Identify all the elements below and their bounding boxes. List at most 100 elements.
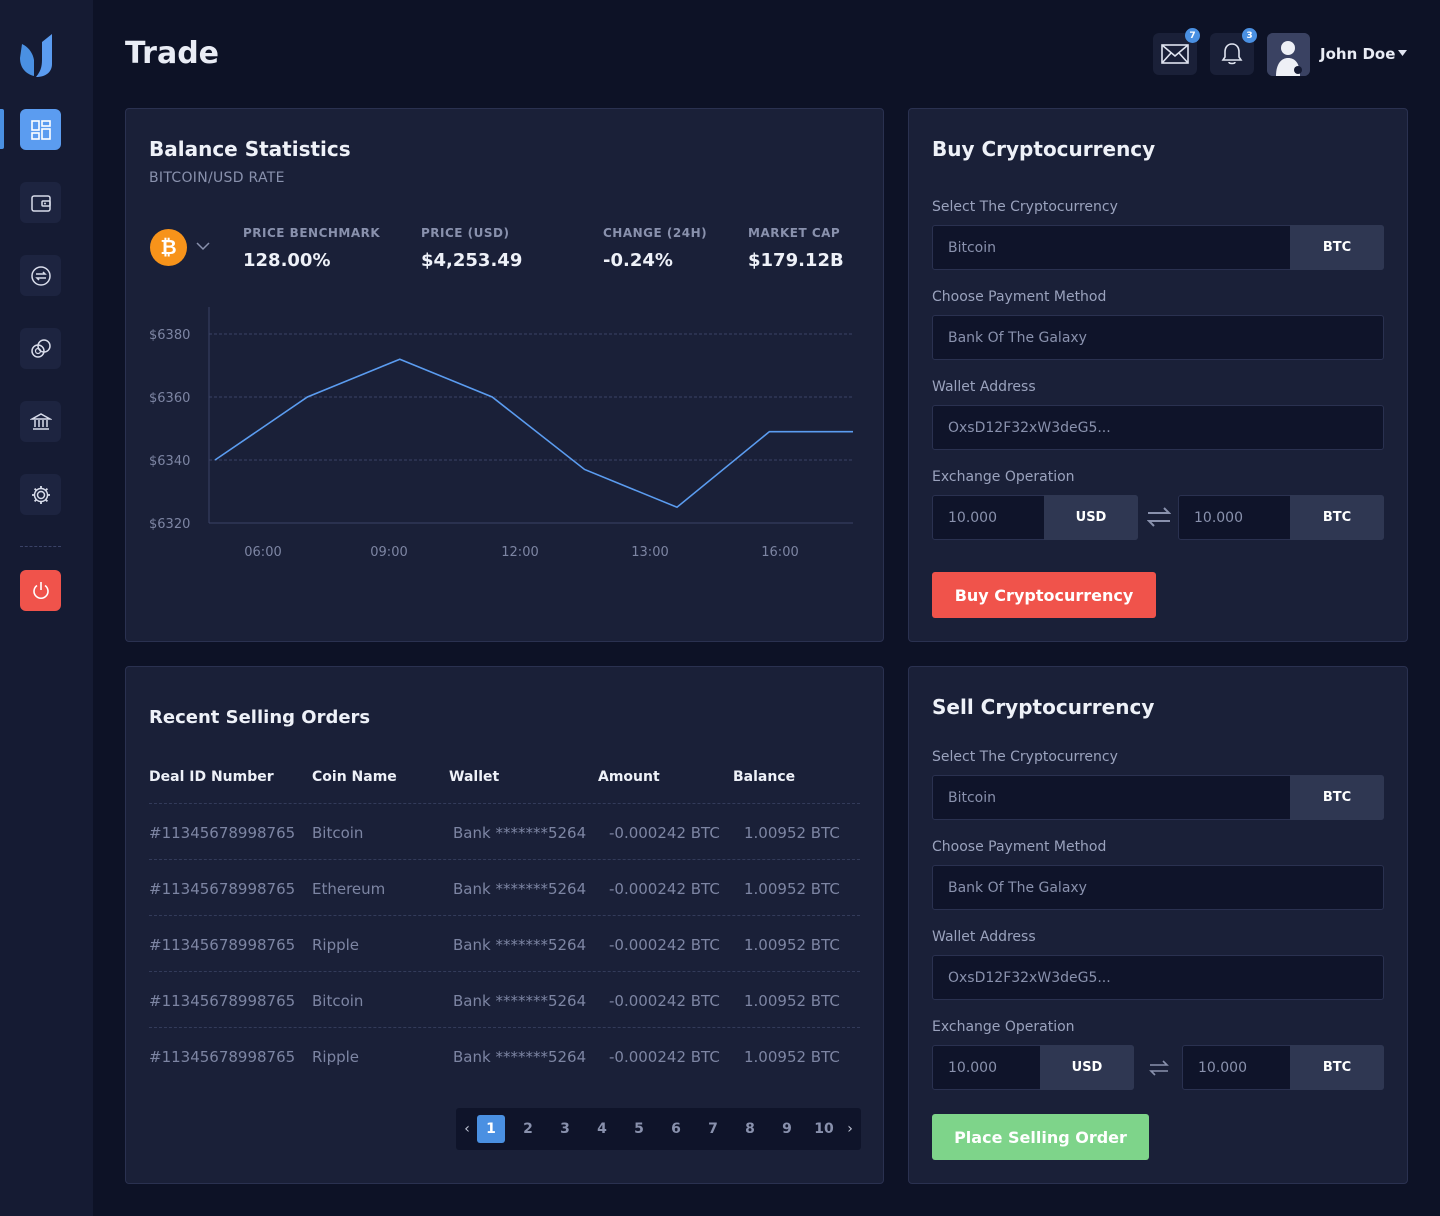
page-3[interactable]: 3 xyxy=(560,1121,570,1137)
page-title: Trade xyxy=(125,36,220,71)
wallet: Bank *******5264 xyxy=(453,824,587,842)
sell-payment-select[interactable]: Bank Of The Galaxy xyxy=(932,865,1384,910)
column-header: Balance xyxy=(733,769,796,785)
buy-wallet-input[interactable]: OxsD12F32xW3deG5... xyxy=(932,405,1384,450)
mail-button[interactable]: 7 xyxy=(1153,28,1200,75)
sidebar xyxy=(0,0,93,1216)
swap-arrows-icon[interactable] xyxy=(1149,1059,1169,1077)
sell-to-code: BTC xyxy=(1290,1045,1384,1090)
sidebar-item-dashboard[interactable] xyxy=(20,109,61,150)
x-tick-label: 09:00 xyxy=(370,545,407,560)
buy-panel: Buy Cryptocurrency Select The Cryptocurr… xyxy=(908,108,1408,642)
wallet: Bank *******5264 xyxy=(453,936,587,954)
orders-title: Recent Selling Orders xyxy=(149,707,371,728)
sell-crypto-code: BTC xyxy=(1290,775,1384,820)
sell-from-amount: 10.000 xyxy=(948,1059,997,1076)
page-10[interactable]: 10 xyxy=(814,1121,834,1137)
x-tick-label: 06:00 xyxy=(244,545,281,560)
wallet-icon xyxy=(30,194,51,212)
power-icon xyxy=(32,581,49,599)
table-row[interactable]: #11345678998765 Ripple Bank *******5264 … xyxy=(149,915,860,971)
table-row[interactable]: #11345678998765 Ethereum Bank *******526… xyxy=(149,859,860,915)
buy-wallet-label: Wallet Address xyxy=(932,379,1036,395)
sidebar-item-wallet[interactable] xyxy=(20,182,61,223)
user-name[interactable]: John Doe xyxy=(1320,45,1396,63)
sell-crypto-label: Select The Cryptocurrency xyxy=(932,749,1118,765)
balance: 1.00952 BTC xyxy=(744,824,840,842)
notifications-button[interactable]: 3 xyxy=(1210,28,1257,75)
mail-badge: 7 xyxy=(1185,28,1200,43)
page-9[interactable]: 9 xyxy=(782,1121,792,1137)
price-series-line xyxy=(214,358,853,509)
buy-to-code: BTC xyxy=(1290,495,1384,540)
page-1[interactable]: 1 xyxy=(477,1115,505,1143)
page-4[interactable]: 4 xyxy=(597,1121,607,1137)
chevron-down-icon[interactable] xyxy=(1398,50,1407,56)
sell-exchange-label: Exchange Operation xyxy=(932,1019,1075,1035)
buy-exchange-label: Exchange Operation xyxy=(932,469,1075,485)
stat-value: -0.24% xyxy=(603,250,673,271)
buy-payment-label: Choose Payment Method xyxy=(932,289,1107,305)
page-7[interactable]: 7 xyxy=(708,1121,718,1137)
avatar[interactable] xyxy=(1267,33,1310,76)
deal-id: #11345678998765 xyxy=(149,824,296,842)
table-row[interactable]: #11345678998765 Bitcoin Bank *******5264… xyxy=(149,971,860,1027)
sidebar-item-exchange[interactable] xyxy=(20,255,61,296)
logo-icon[interactable] xyxy=(18,30,56,78)
x-tick-label: 12:00 xyxy=(501,545,538,560)
page-5[interactable]: 5 xyxy=(634,1121,644,1137)
buy-wallet-value: OxsD12F32xW3deG5... xyxy=(948,419,1111,436)
balance-title: Balance Statistics xyxy=(149,137,351,161)
sidebar-item-bank[interactable] xyxy=(20,401,61,442)
sidebar-item-logout[interactable] xyxy=(20,570,61,611)
bitcoin-icon[interactable]: ₿ xyxy=(150,229,187,266)
sidebar-item-settings[interactable] xyxy=(20,474,61,515)
balance-subtitle: BITCOIN/USD RATE xyxy=(149,170,285,186)
table-row[interactable]: #11345678998765 Ripple Bank *******5264 … xyxy=(149,1027,860,1083)
sidebar-item-coins[interactable] xyxy=(20,328,61,369)
buy-cryptocurrency-button[interactable]: Buy Cryptocurrency xyxy=(932,572,1156,618)
coin-name: Bitcoin xyxy=(312,992,364,1010)
sell-to-amount: 10.000 xyxy=(1198,1059,1247,1076)
y-tick-label: $6380 xyxy=(149,328,190,343)
balance: 1.00952 BTC xyxy=(744,1048,840,1066)
buy-payment-value: Bank Of The Galaxy xyxy=(948,329,1087,346)
balance: 1.00952 BTC xyxy=(744,992,840,1010)
buy-payment-select[interactable]: Bank Of The Galaxy xyxy=(932,315,1384,360)
amount: -0.000242 BTC xyxy=(609,880,720,898)
settings-icon xyxy=(31,485,50,504)
deal-id: #11345678998765 xyxy=(149,936,296,954)
pagination-next[interactable]: › xyxy=(847,1121,853,1137)
exchange-icon xyxy=(30,265,51,286)
notifications-badge: 3 xyxy=(1242,28,1257,43)
sell-payment-label: Choose Payment Method xyxy=(932,839,1107,855)
deal-id: #11345678998765 xyxy=(149,992,296,1010)
column-header: Amount xyxy=(598,769,660,785)
wallet: Bank *******5264 xyxy=(453,880,587,898)
deal-id: #11345678998765 xyxy=(149,880,296,898)
price-line-chart: $6380 $6360 $6340 $6320 06:00 09:00 12:00 13:00… xyxy=(149,307,853,560)
coin-name: Ethereum xyxy=(312,880,386,898)
pagination: ‹ 1 2 3 4 5 6 7 8 9 10 › xyxy=(456,1108,861,1150)
stat-label: PRICE BENCHMARK xyxy=(243,226,381,240)
place-selling-order-button[interactable]: Place Selling Order xyxy=(932,1114,1149,1160)
buy-crypto-value: Bitcoin xyxy=(948,239,997,256)
pagination-prev[interactable]: ‹ xyxy=(464,1121,470,1137)
buy-crypto-code: BTC xyxy=(1290,225,1384,270)
y-tick-label: $6320 xyxy=(149,517,190,532)
x-tick-label: 16:00 xyxy=(761,545,798,560)
sell-wallet-value: OxsD12F32xW3deG5... xyxy=(948,969,1111,986)
table-row[interactable]: #11345678998765 Bitcoin Bank *******5264… xyxy=(149,803,860,859)
buy-to-amount: 10.000 xyxy=(1194,509,1243,526)
sell-panel: Sell Cryptocurrency Select The Cryptocur… xyxy=(908,666,1408,1184)
sell-crypto-value: Bitcoin xyxy=(948,789,997,806)
page-6[interactable]: 6 xyxy=(671,1121,681,1137)
sell-wallet-input[interactable]: OxsD12F32xW3deG5... xyxy=(932,955,1384,1000)
page-8[interactable]: 8 xyxy=(745,1121,755,1137)
bell-icon xyxy=(1221,43,1243,65)
sidebar-divider xyxy=(20,546,61,547)
swap-arrows-icon[interactable] xyxy=(1147,506,1171,528)
bank-icon xyxy=(29,412,52,430)
coin-select-chevron-icon[interactable] xyxy=(196,242,210,251)
page-2[interactable]: 2 xyxy=(523,1121,533,1137)
